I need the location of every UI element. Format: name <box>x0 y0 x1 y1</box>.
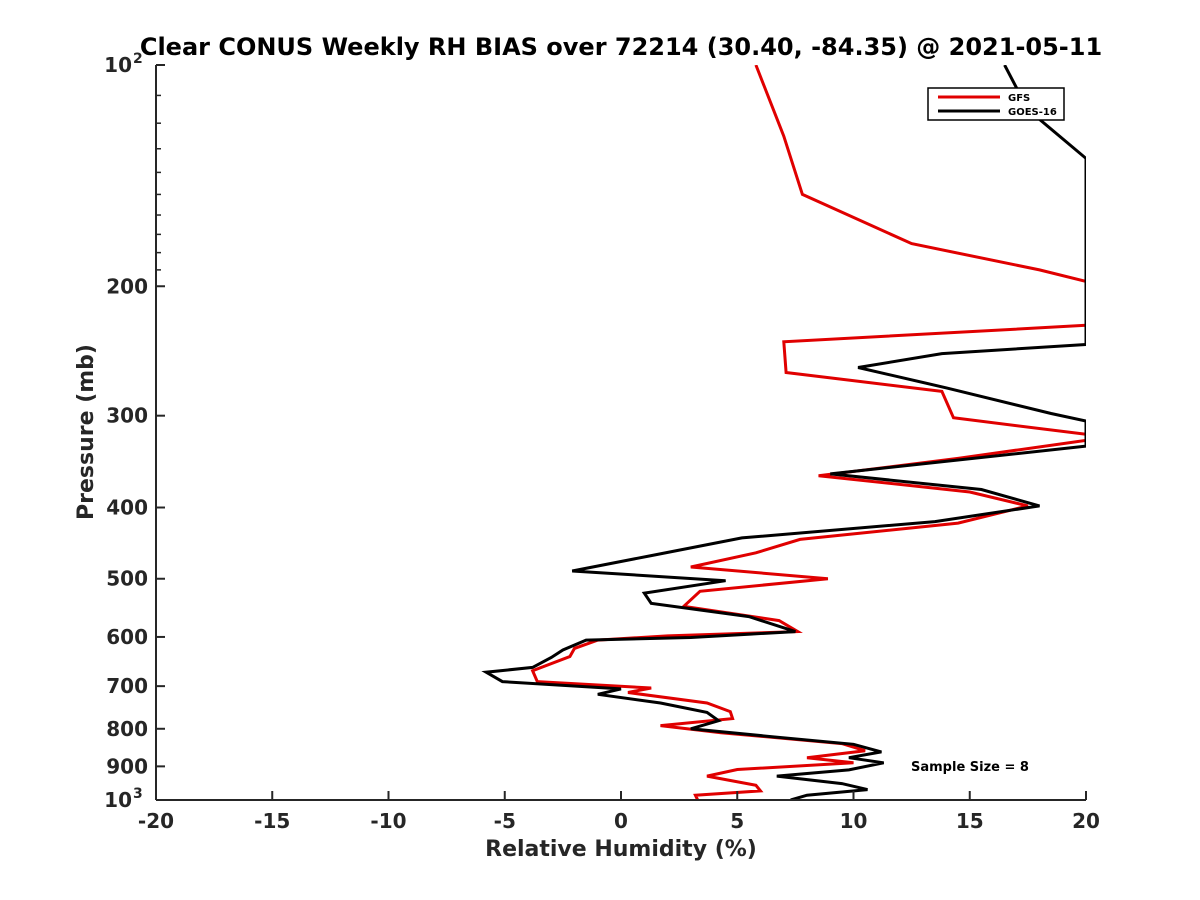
x-tick-label-0: -20 <box>138 809 174 833</box>
sample-size-annotation: Sample Size = 8 <box>911 760 1029 775</box>
y-tick-label-exp-0: 2 <box>133 51 143 67</box>
legend-label-1: GOES-16 <box>1008 107 1057 118</box>
legend-box <box>927 87 1065 121</box>
y-tick-label-4: 500 <box>106 567 148 591</box>
y-tick-label-0: 10 2 <box>104 51 143 77</box>
x-tick-label-8: 20 <box>1072 809 1100 833</box>
x-tick-label-7: 15 <box>956 809 984 833</box>
chart-title: Clear CONUS Weekly RH BIAS over 72214 (3… <box>140 33 1102 61</box>
legend-label-0: GFS <box>1008 93 1030 104</box>
series-layer <box>481 65 1086 800</box>
x-tick-label-1: -15 <box>254 809 290 833</box>
y-tick-label-6: 700 <box>106 674 148 698</box>
y-axis-label: Pressure (mb) <box>74 344 99 520</box>
y-tick-label-9: 10 3 <box>104 786 143 812</box>
series-line-gfs <box>530 65 1086 800</box>
y-tick-label-7: 800 <box>106 717 148 741</box>
y-tick-label-1: 200 <box>106 274 148 298</box>
y-tick-label-2: 300 <box>106 404 148 428</box>
plot-area <box>156 65 1086 800</box>
x-tick-label-4: 0 <box>614 809 628 833</box>
y-tick-label-8: 900 <box>106 754 148 778</box>
x-tick-label-3: -5 <box>494 809 516 833</box>
x-tick-label-6: 10 <box>840 809 868 833</box>
legend: GFS GOES-16 <box>927 87 1065 121</box>
x-tick-label-2: -10 <box>370 809 406 833</box>
y-tick-label-5: 600 <box>106 625 148 649</box>
y-tick-label-base-0: 10 <box>104 53 132 77</box>
y-tick-label-base-9: 10 <box>104 788 132 812</box>
x-tick-label-5: 5 <box>730 809 744 833</box>
y-tick-label-exp-9: 3 <box>133 786 143 802</box>
x-axis-label: Relative Humidity (%) <box>485 837 757 862</box>
y-tick-label-3: 400 <box>106 496 148 520</box>
series-line-goes-16 <box>481 65 1086 800</box>
